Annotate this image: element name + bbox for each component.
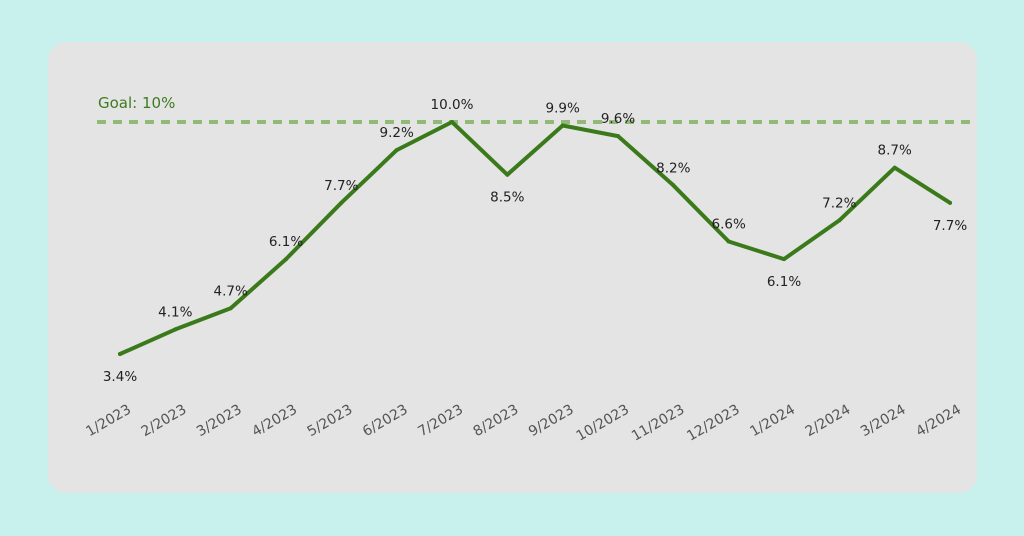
data-label: 9.6% (601, 111, 635, 127)
data-point (892, 165, 897, 170)
data-label: 4.1% (158, 304, 192, 320)
data-label: 8.7% (878, 143, 912, 159)
goal-label: Goal: 10% (98, 94, 175, 112)
chart-card (48, 42, 977, 493)
x-tick-label: 2/2023 (139, 402, 190, 440)
data-label: 7.7% (324, 178, 358, 194)
data-point (726, 239, 731, 244)
data-point (837, 218, 842, 223)
x-tick-label: 4/2024 (913, 402, 964, 441)
data-point (339, 200, 344, 205)
data-point (450, 120, 454, 124)
data-labels: 3.4% 4.1% 4.7% 6.1% 7.7% 9.2% 10.0% 8.5% 9.9% 9.6… (103, 97, 967, 385)
data-label: 8.5% (490, 190, 524, 206)
data-label: 6.1% (269, 234, 303, 250)
data-point (118, 352, 122, 356)
data-label: 6.1% (767, 274, 801, 290)
x-tick-label: 6/2023 (360, 402, 411, 440)
data-label: 7.7% (933, 218, 967, 234)
data-point (616, 134, 620, 139)
data-label: 10.0% (431, 97, 474, 113)
data-point (782, 257, 786, 262)
data-point (284, 257, 288, 262)
x-tick-label: 5/2023 (305, 402, 356, 440)
x-tick-label: 11/2023 (629, 402, 687, 445)
data-label: 6.6% (712, 217, 746, 233)
x-tick-label: 10/2023 (574, 402, 632, 445)
data-label: 4.7% (214, 283, 248, 299)
data-points (118, 120, 952, 356)
data-point (948, 200, 952, 205)
x-tick-label: 7/2023 (415, 402, 466, 440)
x-tick-label: 3/2023 (194, 402, 245, 440)
x-tick-label: 3/2024 (858, 402, 909, 441)
x-tick-label: 1/2024 (747, 402, 798, 441)
data-point (560, 123, 565, 128)
data-point (173, 327, 178, 332)
x-tick-label: 4/2023 (249, 402, 300, 440)
x-tick-label: 8/2023 (471, 402, 522, 440)
x-tick-label: 12/2023 (684, 402, 742, 445)
data-point (394, 148, 399, 153)
data-label: 3.4% (103, 369, 137, 385)
series-line (118, 120, 952, 356)
x-axis-ticks: 1/2023 2/2023 3/2023 4/2023 5/2023 6/2023 7/20… (83, 402, 964, 445)
x-tick-label: 9/2023 (526, 402, 577, 440)
data-label: 8.2% (656, 160, 690, 176)
data-label: 9.9% (546, 101, 580, 117)
x-tick-label: 1/2023 (83, 402, 134, 440)
data-label: 9.2% (380, 125, 414, 141)
x-tick-label: 2/2024 (803, 402, 854, 441)
data-point (505, 172, 510, 177)
data-point (671, 183, 676, 188)
data-label: 7.2% (822, 195, 856, 211)
data-point (228, 306, 233, 311)
